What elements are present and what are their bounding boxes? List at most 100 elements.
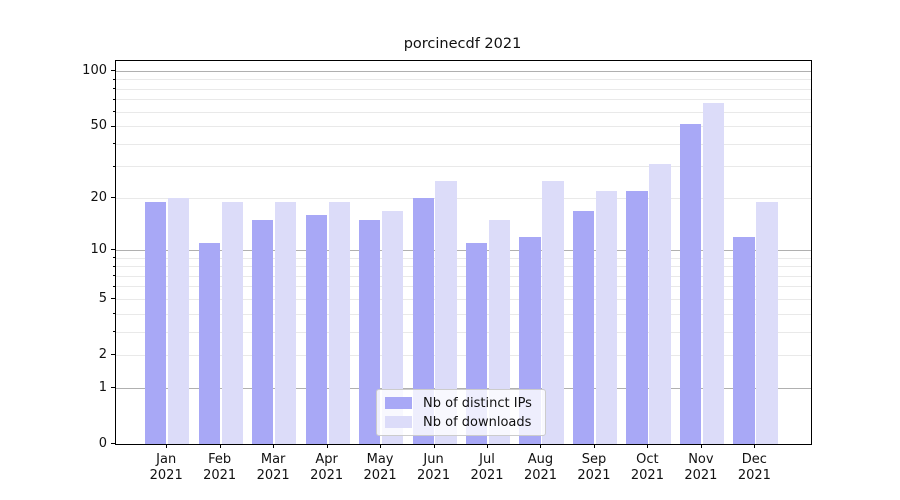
y-minor-tick-9 — [112, 257, 115, 259]
bar-downloads-jun — [435, 181, 457, 444]
y-tick-label-20: 20 — [90, 189, 107, 205]
x-tick-nov — [700, 444, 702, 448]
gridline-9 — [116, 257, 811, 259]
bar-downloads-sep — [595, 190, 618, 444]
bar-downloads-oct — [649, 164, 671, 444]
y-tick-label-2: 2 — [98, 346, 107, 362]
x-tick-sep — [593, 444, 595, 448]
x-tick-label-apr: Apr 2021 — [310, 452, 344, 483]
x-tick-label-sep: Sep 2021 — [577, 452, 611, 483]
legend-label-downloads: Nb of downloads — [423, 414, 532, 430]
x-tick-label-jan: Jan 2021 — [149, 452, 183, 483]
x-tick-apr — [326, 444, 328, 448]
x-tick-jun — [433, 444, 435, 448]
bar-distinct-ips-feb — [198, 243, 220, 444]
x-tick-oct — [647, 444, 649, 448]
gridline-20 — [116, 197, 811, 199]
legend-swatch-downloads — [385, 416, 412, 428]
gridline-40 — [116, 143, 811, 145]
chart-title: porcinecdf 2021 — [403, 36, 522, 52]
bar-downloads-aug — [542, 181, 564, 444]
x-tick-label-nov: Nov 2021 — [684, 452, 718, 483]
x-tick-mar — [273, 444, 275, 448]
y-minor-tick-80 — [112, 88, 115, 90]
bar-distinct-ips-oct — [626, 190, 648, 444]
y-tick-label-100: 100 — [82, 62, 107, 78]
x-tick-feb — [219, 444, 221, 448]
gridline-10 — [116, 249, 811, 251]
gridline-50 — [116, 126, 811, 128]
y-minor-tick-90 — [112, 78, 115, 80]
bar-downloads-jul — [488, 220, 511, 444]
legend-swatch-distinct-ips — [385, 397, 412, 409]
y-tick-5 — [111, 298, 115, 300]
x-tick-label-oct: Oct 2021 — [630, 452, 664, 483]
x-tick-label-aug: Aug 2021 — [523, 452, 558, 483]
gridline-7 — [116, 275, 811, 277]
bar-distinct-ips-nov — [679, 123, 702, 444]
bar-downloads-nov — [702, 103, 725, 444]
x-tick-label-dec: Dec 2021 — [737, 452, 771, 483]
x-tick-dec — [754, 444, 756, 448]
y-tick-label-5: 5 — [98, 290, 107, 306]
y-minor-tick-60 — [112, 111, 115, 113]
bar-downloads-jan — [168, 198, 190, 444]
gridline-6 — [116, 286, 811, 288]
y-tick-label-0: 0 — [98, 435, 107, 451]
y-tick-100 — [111, 70, 115, 72]
x-tick-label-mar: Mar 2021 — [256, 452, 290, 483]
y-minor-tick-6 — [112, 285, 115, 287]
bar-downloads-apr — [328, 202, 350, 444]
y-minor-tick-4 — [112, 313, 115, 315]
legend-item-distinct-ips: Nb of distinct IPs — [385, 396, 537, 411]
legend-label-distinct-ips: Nb of distinct IPs — [423, 395, 532, 411]
y-tick-2 — [111, 354, 115, 356]
y-tick-10 — [111, 249, 115, 251]
gridline-4 — [116, 313, 811, 315]
y-tick-50 — [111, 125, 115, 127]
gridline-60 — [116, 111, 811, 113]
y-tick-20 — [111, 197, 115, 199]
gridline-5 — [116, 298, 811, 300]
gridline-90 — [116, 79, 811, 81]
x-tick-jan — [166, 444, 168, 448]
gridline-80 — [116, 88, 811, 90]
x-tick-label-feb: Feb 2021 — [203, 452, 237, 483]
bar-distinct-ips-sep — [572, 210, 595, 444]
x-tick-jul — [487, 444, 489, 448]
bar-downloads-feb — [221, 202, 243, 444]
gridline-8 — [116, 266, 811, 268]
y-tick-label-50: 50 — [90, 118, 107, 134]
y-tick-0 — [111, 443, 115, 444]
y-minor-tick-40 — [112, 143, 115, 145]
y-minor-tick-30 — [112, 165, 115, 167]
bar-distinct-ips-jun — [412, 198, 434, 444]
bar-downloads-dec — [756, 202, 778, 444]
legend: Nb of distinct IPs Nb of downloads — [376, 389, 546, 436]
bar-distinct-ips-jan — [145, 202, 167, 444]
x-tick-may — [380, 444, 382, 448]
bar-distinct-ips-dec — [733, 236, 755, 444]
gridline-70 — [116, 99, 811, 101]
y-minor-tick-70 — [112, 98, 115, 100]
bar-downloads-mar — [275, 202, 297, 444]
bar-distinct-ips-may — [359, 220, 381, 444]
legend-item-downloads: Nb of downloads — [385, 415, 537, 430]
y-tick-label-1: 1 — [98, 379, 107, 395]
bar-downloads-may — [381, 210, 404, 444]
y-tick-label-10: 10 — [90, 241, 107, 257]
gridline-2 — [116, 354, 811, 356]
plot-area — [115, 60, 812, 445]
bar-distinct-ips-mar — [252, 220, 274, 444]
gridline-100 — [116, 70, 811, 72]
x-tick-label-may: May 2021 — [363, 452, 397, 483]
bar-distinct-ips-apr — [305, 215, 327, 444]
y-minor-tick-8 — [112, 265, 115, 267]
gridline-1 — [116, 387, 811, 389]
y-minor-tick-7 — [112, 275, 115, 277]
x-tick-label-jun: Jun 2021 — [417, 452, 451, 483]
y-minor-tick-3 — [112, 331, 115, 333]
y-tick-1 — [111, 387, 115, 389]
gridline-3 — [116, 331, 811, 333]
